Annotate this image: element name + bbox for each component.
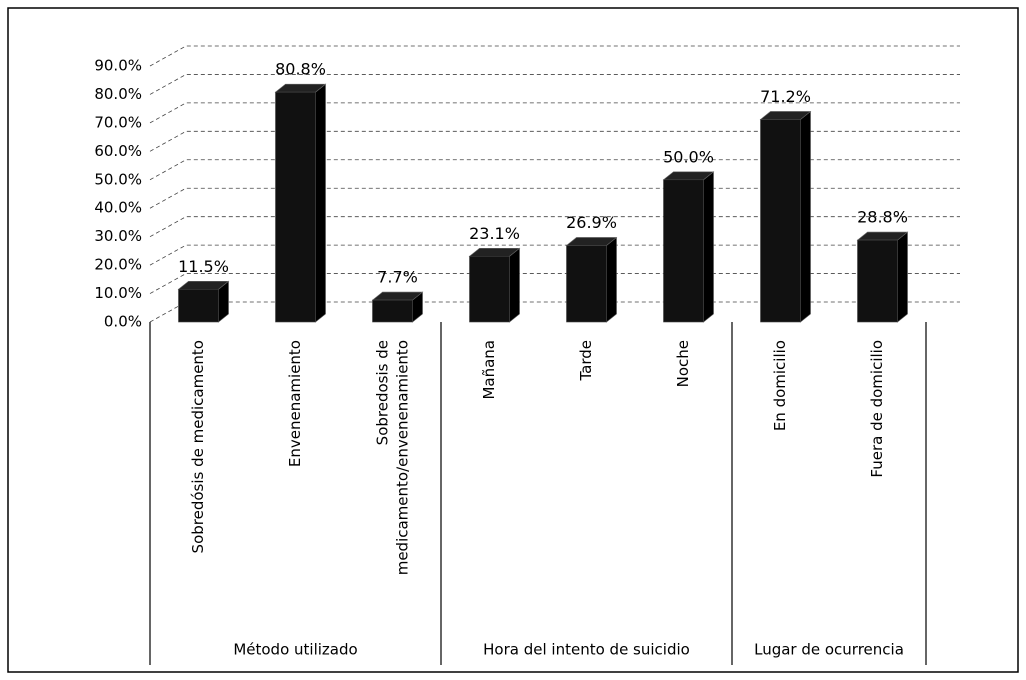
value-label: 80.8% (275, 60, 326, 79)
bar-side (897, 231, 908, 323)
bar (760, 119, 801, 323)
bar (372, 299, 413, 323)
bar-side (800, 110, 811, 323)
group-label: Hora del intento de suicidio (483, 641, 690, 659)
y-tick-label: 60.0% (94, 142, 142, 160)
grid-line (149, 301, 960, 323)
bar (663, 179, 704, 323)
bar-side (606, 236, 617, 323)
value-label: 26.9% (566, 213, 617, 232)
x-tick-label: En domicilio (771, 340, 789, 431)
value-label: 50.0% (663, 147, 714, 166)
grid-line (149, 216, 960, 238)
value-label: 11.5% (178, 257, 229, 276)
bar (566, 245, 607, 323)
bar-side (703, 171, 714, 323)
grid-line (149, 273, 960, 294)
x-tick-label: Sobredosis de medicamento/envenenamiento (373, 340, 411, 575)
grid-line (149, 45, 960, 67)
y-tick-label: 30.0% (94, 227, 142, 245)
x-tick-label: Tarde (577, 340, 595, 382)
bar (857, 239, 898, 323)
bar-side (509, 247, 520, 323)
x-tick-label: Mañana (480, 340, 498, 400)
value-label: 71.2% (760, 87, 811, 106)
grid-line (149, 74, 960, 95)
grid-line (149, 130, 960, 152)
value-label: 28.8% (857, 208, 908, 227)
value-label: 23.1% (469, 224, 520, 243)
grid-line (149, 102, 960, 124)
bar-side (315, 83, 326, 323)
y-tick-label: 80.0% (94, 85, 142, 103)
value-label: 7.7% (377, 268, 418, 287)
y-tick-label: 70.0% (94, 113, 142, 131)
y-tick-label: 90.0% (94, 57, 142, 75)
chart-frame (7, 7, 1019, 673)
grid-line (149, 244, 960, 266)
grid-line (149, 187, 960, 209)
x-tick-label: Fuera de domicilio (868, 340, 886, 478)
y-tick-label: 50.0% (94, 170, 142, 188)
y-tick-label: 10.0% (94, 284, 142, 302)
x-tick-label: Envenenamiento (286, 340, 304, 467)
x-tick-label: Sobredósis de medicamento (189, 340, 207, 553)
group-label: Método utilizado (233, 641, 357, 659)
group-label: Lugar de ocurrencia (754, 641, 904, 659)
bar (469, 255, 510, 323)
bar (275, 91, 316, 323)
x-tick-label: Noche (674, 340, 692, 387)
y-tick-label: 20.0% (94, 256, 142, 274)
bar (178, 288, 219, 323)
y-tick-label: 0.0% (104, 313, 142, 331)
y-tick-label: 40.0% (94, 199, 142, 217)
grid-line (149, 159, 960, 181)
